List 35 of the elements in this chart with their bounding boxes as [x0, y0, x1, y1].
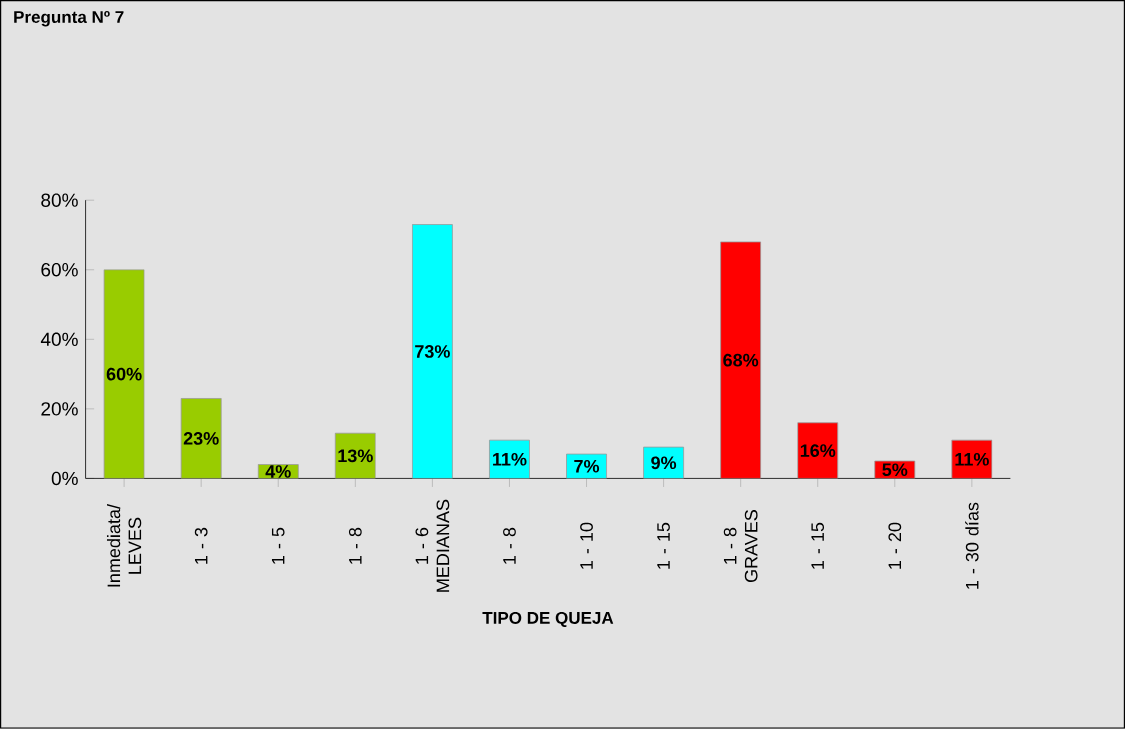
data-label: 16%: [800, 444, 836, 458]
data-label: 7%: [574, 460, 600, 473]
data-label: 11%: [493, 453, 527, 466]
x-tick-label: 1 - 3: [194, 528, 208, 564]
x-tick-label: 1 - 8: [348, 528, 362, 564]
data-label: 5%: [882, 463, 908, 477]
bar: [643, 446, 685, 479]
x-axis-title: TIPO DE QUEJA: [482, 612, 614, 628]
data-label: 73%: [415, 345, 450, 359]
bar: [103, 269, 145, 479]
data-label: 68%: [723, 353, 759, 367]
x-tick-label: 1 - 8: [503, 528, 516, 564]
data-label: 60%: [106, 367, 142, 381]
bar: [720, 241, 762, 479]
data-label: 9%: [651, 456, 677, 470]
chart-title: Pregunta Nº 7: [14, 11, 124, 27]
y-tick-label: 0%: [51, 471, 78, 486]
y-tick-label: 20%: [41, 402, 78, 416]
data-label: 11%: [955, 453, 989, 466]
x-tick-label: Inmediata/ LEVES: [106, 504, 142, 587]
data-label: 23%: [183, 432, 219, 445]
x-tick-label: 1 - 20: [888, 522, 902, 569]
x-tick-label: 1 - 30 días: [965, 502, 979, 589]
x-tick-label: 1 - 15: [657, 522, 670, 569]
x-tick-label: 1 - 5: [271, 528, 285, 564]
y-tick-label: 60%: [41, 263, 78, 277]
x-tick-label: 1 - 10: [580, 522, 593, 569]
x-tick-label: 1 - 15: [811, 522, 825, 569]
x-tick-label: 1 - 8 GRAVES: [723, 510, 758, 583]
data-label: 13%: [338, 449, 373, 463]
y-tick-label: 40%: [40, 332, 78, 347]
y-tick-label: 80%: [41, 193, 78, 208]
data-label: 4%: [265, 465, 291, 478]
x-tick-label: 1 - 6 MEDIANAS: [415, 500, 450, 592]
bar: [411, 224, 453, 479]
